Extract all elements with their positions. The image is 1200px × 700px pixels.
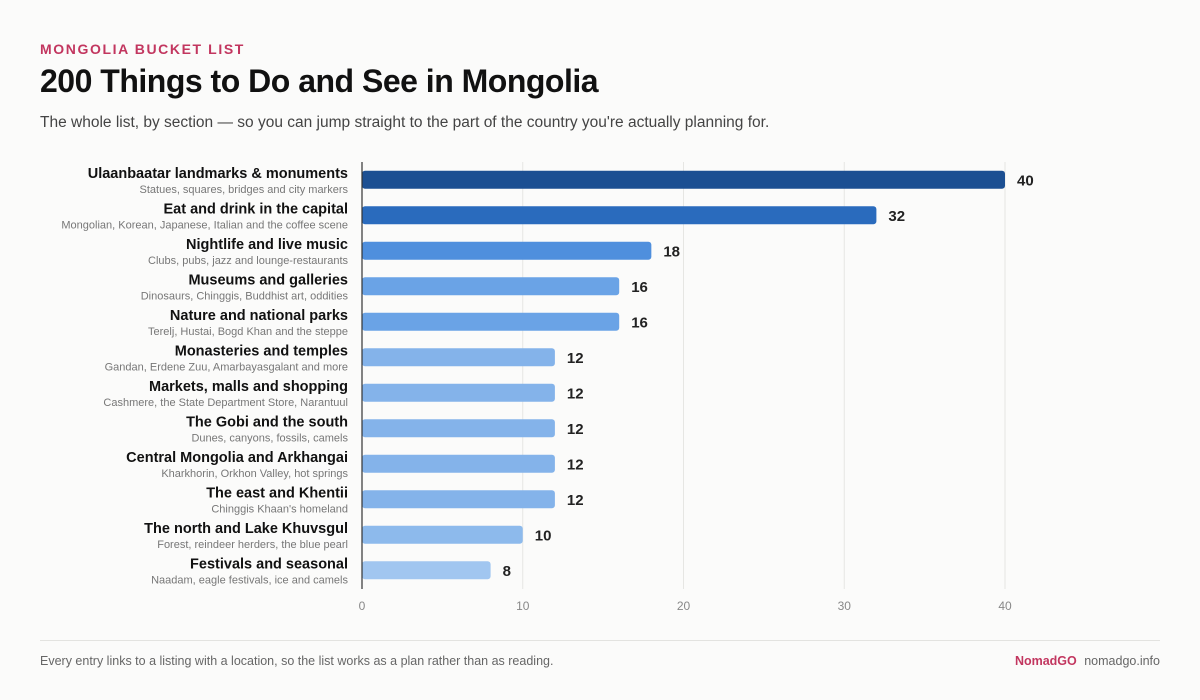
category-description: Gandan, Erdene Zuu, Amarbayasgalant and …: [105, 361, 348, 373]
category-description: Kharkhorin, Orkhon Valley, hot springs: [161, 468, 348, 480]
x-tick-label: 20: [677, 599, 691, 613]
category-description: Cashmere, the State Department Store, Na…: [103, 397, 348, 409]
bar-value-label: 12: [567, 385, 584, 402]
bar-value-label: 12: [567, 350, 584, 367]
bar: [362, 490, 555, 509]
bar: [362, 170, 1005, 189]
x-tick-label: 30: [838, 599, 852, 613]
bar-value-label: 16: [631, 279, 648, 296]
bar: [362, 419, 555, 438]
bar: [362, 241, 652, 260]
footer-note: Every entry links to a listing with a lo…: [40, 654, 554, 668]
bar-value-label: 40: [1017, 172, 1034, 189]
category-label: The Gobi and the south: [186, 414, 348, 430]
brand-name[interactable]: NomadGO: [1014, 654, 1077, 668]
bar: [362, 206, 877, 225]
bar-value-label: 32: [888, 208, 905, 225]
page-title: 200 Things to Do and See in Mongolia: [40, 63, 599, 99]
category-description: Chinggis Khaan's homeland: [211, 503, 348, 515]
category-label: Museums and galleries: [188, 272, 348, 288]
bar: [362, 454, 555, 473]
bar-value-label: 12: [567, 456, 584, 473]
bar: [362, 525, 523, 544]
bar: [362, 383, 555, 402]
category-label: Nature and national parks: [170, 308, 348, 324]
category-label: Ulaanbaatar landmarks & monuments: [88, 166, 348, 182]
bar: [362, 277, 620, 296]
category-label: Festivals and seasonal: [190, 556, 348, 572]
x-tick-label: 10: [516, 599, 530, 613]
footer-brand: NomadGO nomadgo.info: [1015, 654, 1160, 668]
kicker: MONGOLIA BUCKET LIST: [40, 41, 245, 57]
category-label: Eat and drink in the capital: [163, 201, 348, 217]
brand-url[interactable]: nomadgo.info: [1084, 654, 1160, 668]
category-label: Monasteries and temples: [175, 343, 348, 359]
category-label: Markets, malls and shopping: [149, 379, 348, 395]
category-description: Dinosaurs, Chinggis, Buddhist art, oddit…: [141, 290, 349, 302]
bar: [362, 348, 555, 367]
x-tick-label: 0: [359, 599, 366, 613]
page-subtitle: The whole list, by section — so you can …: [40, 114, 770, 131]
bar-value-label: 18: [663, 243, 680, 260]
bar-value-label: 16: [631, 314, 648, 331]
category-label: The north and Lake Khuvsgul: [144, 521, 348, 537]
category-description: Mongolian, Korean, Japanese, Italian and…: [61, 219, 348, 231]
bar-value-label: 12: [567, 492, 584, 509]
category-label: The east and Khentii: [206, 485, 348, 501]
category-label: Central Mongolia and Arkhangai: [126, 450, 348, 466]
bar-value-label: 8: [503, 563, 511, 580]
footer-divider: [40, 640, 1160, 641]
category-description: Clubs, pubs, jazz and lounge-restaurants: [148, 255, 348, 267]
category-description: Dunes, canyons, fossils, camels: [191, 432, 348, 444]
bar-value-label: 12: [567, 421, 584, 438]
bar: [362, 312, 620, 331]
bar: [362, 561, 491, 580]
category-description: Statues, squares, bridges and city marke…: [140, 184, 349, 196]
category-label: Nightlife and live music: [186, 237, 348, 253]
category-description: Terelj, Hustai, Bogd Khan and the steppe: [148, 326, 348, 338]
x-tick-label: 40: [998, 599, 1012, 613]
category-description: Forest, reindeer herders, the blue pearl: [157, 539, 348, 551]
category-description: Naadam, eagle festivals, ice and camels: [151, 574, 348, 586]
bar-value-label: 10: [535, 527, 552, 544]
